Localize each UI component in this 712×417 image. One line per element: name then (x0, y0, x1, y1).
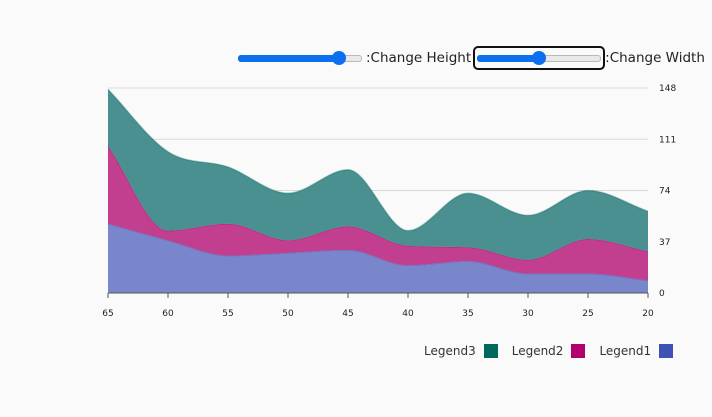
width-slider-label: :Change Width (605, 50, 705, 66)
height-slider-label: :Change Height (366, 50, 472, 66)
x-tick-label: 60 (162, 309, 174, 319)
area-legend1 (108, 223, 648, 293)
y-tick-label: 74 (659, 187, 671, 197)
x-tick-label: 45 (342, 309, 353, 319)
width-slider[interactable] (473, 46, 606, 70)
x-tick-label: 55 (222, 309, 233, 319)
x-tick-label: 50 (282, 309, 294, 319)
width-slider-thumb[interactable] (532, 51, 547, 65)
y-tick-label: 148 (659, 84, 676, 94)
legend-label-legend1: Legend1 (599, 344, 652, 358)
area-series (107, 88, 649, 293)
legend-item-legend3[interactable]: Legend3 (424, 344, 498, 358)
x-tick-label: 20 (642, 309, 654, 319)
axes: 0 37 74 111 148 65 60 55 50 45 40 35 30 25 20 (102, 84, 676, 319)
height-slider-fill (238, 55, 341, 62)
area-legend2 (108, 146, 648, 281)
x-tick-label: 30 (522, 309, 534, 319)
y-tick-label: 111 (659, 135, 676, 145)
chart-controls: :Change Height :Change Width (236, 46, 707, 70)
height-slider[interactable] (236, 48, 364, 68)
x-tick-label: 25 (582, 309, 593, 319)
legend-swatch-legend2 (571, 344, 586, 358)
width-slider-fill (477, 55, 542, 62)
y-tick-label: 37 (659, 238, 670, 248)
x-tick-label: 35 (462, 309, 473, 319)
x-tick-label: 40 (402, 309, 414, 319)
legend-swatch-legend1 (659, 344, 674, 358)
height-slider-thumb[interactable] (331, 51, 346, 65)
legend-label-legend2: Legend2 (511, 344, 564, 358)
legend-swatch-legend3 (483, 344, 498, 358)
area-border-legend3 (107, 88, 649, 232)
area-legend3 (108, 89, 648, 260)
legend-label-legend3: Legend3 (424, 344, 476, 358)
legend-item-legend1[interactable]: Legend1 (599, 344, 674, 358)
legend-item-legend2[interactable]: Legend2 (512, 344, 586, 358)
x-tick-label: 65 (102, 309, 113, 319)
y-tick-label: 0 (659, 289, 665, 299)
legend: Legend3 Legend2 Legend1 (424, 344, 687, 358)
